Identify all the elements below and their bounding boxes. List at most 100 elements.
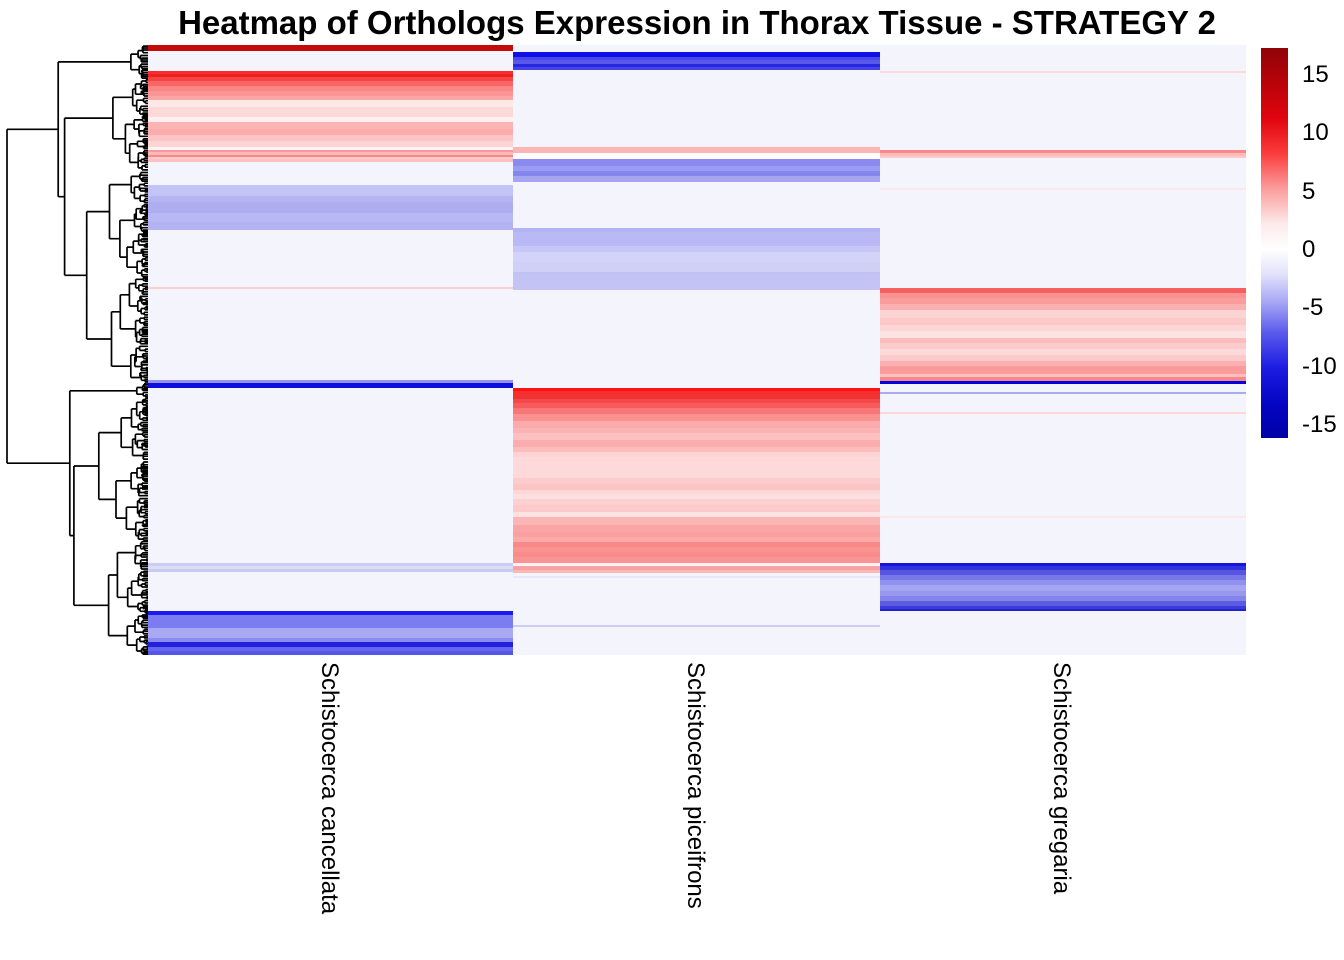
heatmap-band xyxy=(513,512,880,517)
heatmap-band xyxy=(513,478,880,484)
heatmap-band xyxy=(880,298,1246,304)
heatmap-band xyxy=(148,147,513,150)
heatmap-band xyxy=(513,395,880,399)
heatmap-band xyxy=(880,394,1246,412)
heatmap-band xyxy=(880,374,1246,377)
heatmap-band xyxy=(148,122,513,129)
heatmap-band xyxy=(148,96,513,100)
heatmap-band xyxy=(148,289,513,380)
heatmap-band xyxy=(148,117,513,122)
heatmap-band xyxy=(880,45,1246,71)
heatmap-band xyxy=(513,627,880,655)
heatmap-band xyxy=(513,171,880,176)
heatmap-band xyxy=(880,190,1246,288)
heatmap-band xyxy=(513,505,880,512)
heatmap-band xyxy=(880,566,1246,570)
heatmap-band xyxy=(513,399,880,403)
heatmap-band xyxy=(148,611,513,615)
heatmap-band xyxy=(513,525,880,532)
heatmap-band xyxy=(148,155,513,157)
heatmap-band xyxy=(880,188,1246,190)
heatmap-band xyxy=(148,638,513,642)
heatmap-band xyxy=(513,176,880,182)
heatmap-band xyxy=(148,86,513,91)
heatmap-band xyxy=(880,343,1246,349)
heatmap-band xyxy=(148,642,513,647)
heatmap-band xyxy=(880,371,1246,374)
heatmap-band xyxy=(513,576,880,578)
heatmap-column-3 xyxy=(880,45,1246,655)
heatmap-band xyxy=(880,366,1246,371)
heatmap-band xyxy=(880,349,1246,355)
heatmap-band xyxy=(513,388,880,391)
heatmap-band xyxy=(513,570,880,573)
heatmap-band xyxy=(880,338,1246,343)
heatmap-band xyxy=(148,135,513,141)
heatmap-band xyxy=(513,428,880,433)
heatmap-band xyxy=(513,67,880,70)
heatmap-band xyxy=(513,557,880,563)
heatmap-band xyxy=(880,318,1246,325)
heatmap-band xyxy=(513,57,880,60)
heatmap-band xyxy=(148,563,513,566)
heatmap-band xyxy=(148,287,513,289)
heatmap-band xyxy=(148,380,513,383)
heatmap-band xyxy=(148,647,513,651)
heatmap-band xyxy=(513,484,880,490)
heatmap-band xyxy=(513,70,880,147)
heatmap-band xyxy=(513,228,880,232)
heatmap-band xyxy=(148,159,513,162)
heatmap-band xyxy=(513,153,880,159)
heatmap-band xyxy=(880,71,1246,73)
heatmap-band xyxy=(880,381,1246,384)
heatmap-column-1 xyxy=(148,45,513,655)
colorbar-gradient xyxy=(1261,48,1288,438)
heatmap-band xyxy=(513,440,880,447)
heatmap-band xyxy=(880,591,1246,596)
heatmap-band xyxy=(513,578,880,625)
heatmap-band xyxy=(880,580,1246,585)
heatmap-band xyxy=(880,570,1246,575)
heatmap-band xyxy=(148,196,513,202)
colorbar-tick-label: -5 xyxy=(1302,294,1324,322)
heatmap-band xyxy=(513,532,880,537)
heatmap-band xyxy=(880,609,1246,611)
heatmap-band xyxy=(513,64,880,67)
heatmap-band xyxy=(880,606,1246,609)
column-label: Schistocerca gregaria xyxy=(1048,662,1075,895)
heatmap-band xyxy=(513,403,880,408)
heatmap-band xyxy=(148,388,513,563)
heatmap-band xyxy=(880,518,1246,563)
heatmap-band xyxy=(513,52,880,57)
heatmap-band xyxy=(513,490,880,494)
heatmap-band xyxy=(880,304,1246,310)
heatmap-band xyxy=(880,361,1246,366)
heatmap-band xyxy=(880,516,1246,518)
heatmap-band xyxy=(880,158,1246,188)
heatmap-band xyxy=(148,77,513,81)
colorbar-tick-label: 10 xyxy=(1302,119,1329,147)
chart-title: Heatmap of Orthologs Expression in Thora… xyxy=(178,4,1216,41)
heatmap-band xyxy=(513,290,880,388)
heatmap-band xyxy=(880,293,1246,298)
heatmap-band xyxy=(513,547,880,552)
heatmap-band xyxy=(880,355,1246,361)
heatmap-band xyxy=(880,611,1246,655)
heatmap-band xyxy=(880,153,1246,156)
heatmap-band xyxy=(148,74,513,77)
heatmap-band xyxy=(148,202,513,213)
heatmap-band xyxy=(513,232,880,246)
heatmap-band xyxy=(148,628,513,638)
heatmap-band xyxy=(513,433,880,440)
heatmap-band xyxy=(148,566,513,569)
colorbar-tick-label: 15 xyxy=(1302,61,1329,89)
heatmap-band xyxy=(513,457,880,478)
heatmap-band xyxy=(148,230,513,287)
heatmap-band xyxy=(148,157,513,159)
heatmap-band xyxy=(880,150,1246,153)
heatmap-band xyxy=(513,625,880,627)
heatmap-band xyxy=(148,615,513,628)
heatmap-band xyxy=(513,499,880,505)
heatmap-grid xyxy=(148,45,1246,655)
column-label: Schistocerca cancellata xyxy=(315,662,343,915)
